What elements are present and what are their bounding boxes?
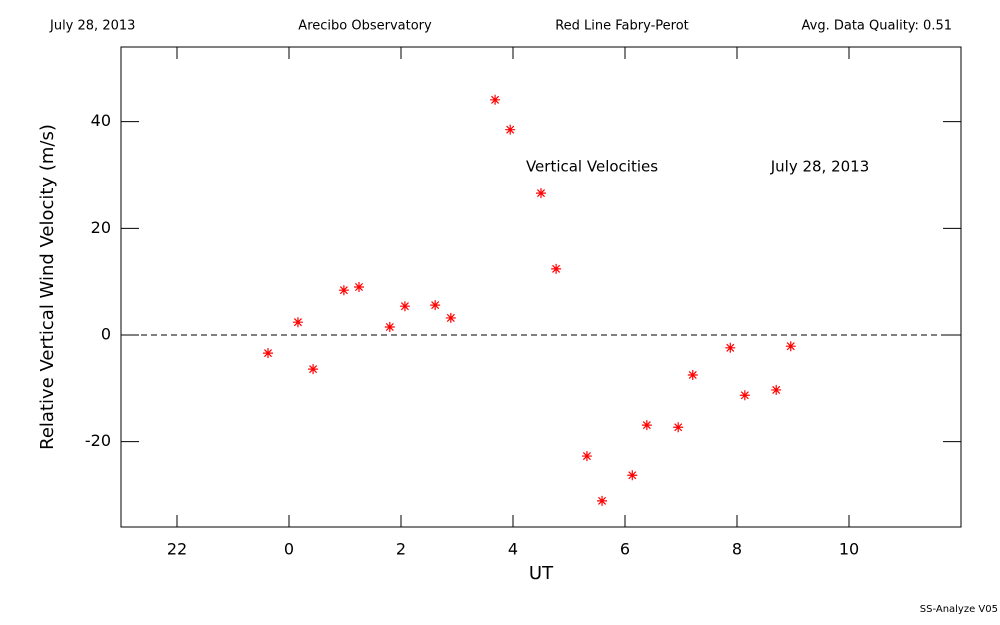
data-point bbox=[687, 370, 698, 380]
header-site: Arecibo Observatory bbox=[298, 19, 432, 34]
data-point bbox=[430, 300, 441, 311]
x-tick-label: 2 bbox=[396, 540, 406, 559]
data-point bbox=[673, 422, 684, 433]
data-point bbox=[490, 94, 501, 105]
y-tick-label: 40 bbox=[91, 111, 111, 130]
data-point bbox=[292, 317, 303, 328]
data-point bbox=[581, 451, 592, 462]
data-point bbox=[551, 263, 562, 274]
x-tick-label: 22 bbox=[167, 540, 187, 559]
y-axis-label: Relative Vertical Wind Velocity (m/s) bbox=[37, 124, 58, 450]
plot-frame bbox=[120, 46, 962, 528]
x-tick-label: 4 bbox=[508, 540, 518, 559]
data-point bbox=[725, 342, 736, 353]
data-point bbox=[505, 124, 516, 135]
data-point bbox=[739, 390, 750, 401]
data-point bbox=[399, 301, 410, 312]
x-tick-label: 6 bbox=[620, 540, 630, 559]
data-point bbox=[771, 384, 782, 395]
data-point bbox=[384, 322, 395, 332]
x-axis-label: UT bbox=[529, 563, 554, 584]
data-point bbox=[536, 188, 546, 199]
data-point bbox=[785, 341, 796, 352]
footer: SS-Analyze V05 bbox=[920, 604, 998, 615]
data-point bbox=[263, 348, 273, 359]
x-tick-label: 0 bbox=[284, 540, 294, 559]
data-point bbox=[641, 420, 652, 431]
data-point bbox=[338, 285, 349, 296]
header-date: July 28, 2013 bbox=[49, 19, 135, 34]
header-quality: Avg. Data Quality: 0.51 bbox=[802, 19, 952, 34]
x-tick-label: 8 bbox=[732, 540, 742, 559]
header-instrument: Red Line Fabry-Perot bbox=[555, 19, 689, 34]
annotation: Vertical Velocities bbox=[526, 158, 658, 176]
data-point bbox=[627, 470, 638, 481]
data-point bbox=[308, 364, 319, 375]
annotation: July 28, 2013 bbox=[770, 158, 870, 176]
x-tick-label: 10 bbox=[839, 540, 859, 559]
y-tick-label: 0 bbox=[101, 325, 111, 344]
y-tick-label: 20 bbox=[91, 218, 111, 237]
data-point bbox=[354, 282, 364, 292]
y-tick-label: -20 bbox=[85, 431, 111, 450]
data-point bbox=[597, 495, 608, 506]
data-point bbox=[445, 312, 456, 323]
